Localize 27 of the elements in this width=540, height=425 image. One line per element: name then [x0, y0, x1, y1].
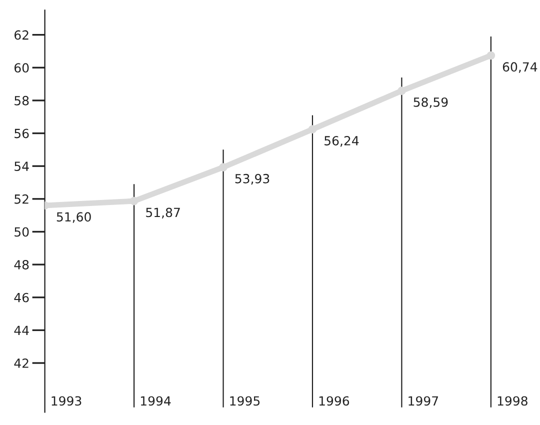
data-label: 60,74: [502, 62, 538, 73]
data-label: 51,60: [56, 212, 91, 223]
y-tick-label: 46: [14, 292, 29, 302]
x-tick-label: 1995: [230, 396, 260, 406]
data-label: 58,59: [414, 97, 448, 108]
point: [398, 86, 406, 95]
y-tick-label: 54: [14, 162, 29, 172]
y-tick-label: 50: [14, 227, 29, 237]
x-tick-label: 1994: [140, 396, 171, 406]
point: [219, 163, 228, 172]
y-tick-label: 58: [14, 96, 29, 106]
data-label: 51,87: [146, 208, 180, 218]
x-tick-label: 1993: [52, 396, 82, 406]
point: [486, 51, 496, 60]
point: [308, 125, 317, 134]
y-tick-label: 44: [14, 326, 29, 335]
x-tick-label: 1998: [498, 396, 528, 406]
data-label: 53,93: [235, 174, 270, 185]
y-tick-label: 60: [14, 63, 29, 73]
y-tick-label: 48: [14, 260, 29, 270]
data-label: 56,24: [324, 136, 359, 147]
y-tick-label: 42: [14, 358, 28, 368]
x-tick-label: 1996: [319, 396, 350, 406]
y-tick-label: 52: [14, 194, 28, 204]
y-tick-label: 56: [14, 128, 29, 138]
y-tick-label: 62: [14, 30, 28, 40]
x-tick-label: 1997: [408, 396, 438, 406]
